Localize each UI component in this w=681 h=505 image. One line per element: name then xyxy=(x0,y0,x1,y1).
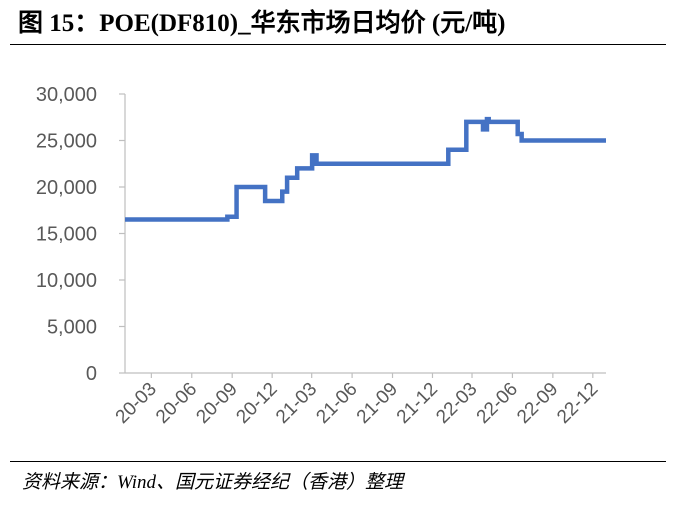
x-tick-label: 21-12 xyxy=(393,379,442,428)
x-tick-label: 21-06 xyxy=(312,379,361,428)
x-axis: 20-0320-0620-0920-1221-0321-0621-0921-12… xyxy=(112,372,606,428)
x-tick-label: 22-03 xyxy=(432,379,481,428)
y-tick-label: 20,000 xyxy=(36,177,97,199)
x-tick-label: 20-09 xyxy=(192,379,241,428)
y-tick-label: 0 xyxy=(86,363,97,385)
y-axis: 0 5,000 10,000 15,000 20,000 25,000 30,000 xyxy=(36,84,126,385)
y-tick-label: 10,000 xyxy=(36,270,97,292)
x-tick-label: 20-12 xyxy=(232,379,281,428)
y-tick-label: 15,000 xyxy=(36,224,97,246)
figure-title: 图 15：POE(DF810)_华东市场日均价 (元/吨) xyxy=(18,10,506,37)
x-tick-label: 22-09 xyxy=(513,379,562,428)
y-tick-label: 30,000 xyxy=(36,84,97,106)
x-tick-label: 21-03 xyxy=(272,379,321,428)
series-group xyxy=(125,116,606,222)
source-note: 资料来源：Wind、国元证券经纪（香港）整理 xyxy=(22,472,404,493)
x-tick-label: 21-09 xyxy=(353,379,402,428)
x-tick-label: 20-03 xyxy=(112,379,161,428)
title-rule xyxy=(10,44,666,45)
series-line xyxy=(125,116,606,222)
x-tick-label: 22-12 xyxy=(553,379,602,428)
x-tick-label: 22-06 xyxy=(473,379,522,428)
y-tick-label: 5,000 xyxy=(47,317,97,339)
source-rule xyxy=(10,461,666,462)
x-tick-label: 20-06 xyxy=(152,379,201,428)
y-tick-label: 25,000 xyxy=(36,131,97,153)
